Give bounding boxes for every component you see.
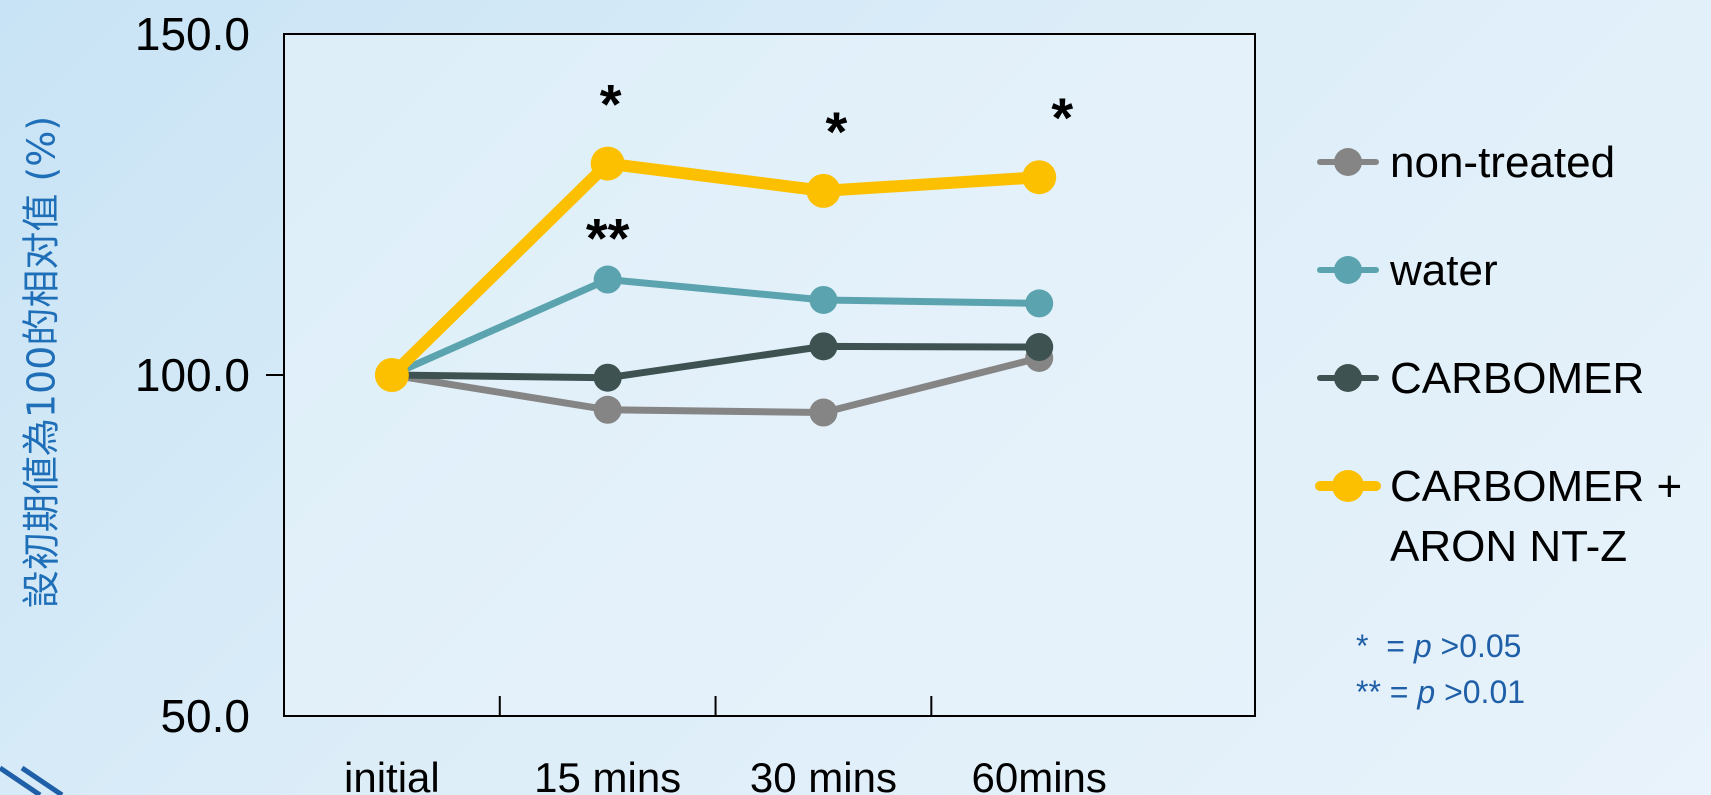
legend-item: CARBOMER + ARON NT-Z (1320, 462, 1682, 571)
legend-label: CARBOMER + (1390, 462, 1682, 511)
note-1-equals: = (1368, 628, 1413, 664)
data-point (1025, 289, 1053, 317)
data-point (1025, 333, 1053, 361)
data-point (594, 364, 622, 392)
x-tick-label: 30 mins (750, 754, 897, 795)
note-1-stars: * (1356, 628, 1368, 664)
data-point (1022, 160, 1056, 194)
legend-marker (1334, 148, 1362, 176)
legend-label: ARON NT-Z (1390, 522, 1627, 571)
legend-item: non-treated (1320, 138, 1615, 187)
legend-marker (1334, 364, 1362, 392)
data-point (375, 358, 409, 392)
significance-note-1: * = p >0.05 (1356, 628, 1521, 665)
note-2-p: p (1417, 674, 1435, 710)
significance-note-2: ** = p >0.01 (1356, 674, 1525, 711)
data-point (594, 396, 622, 424)
legend-item: CARBOMER (1320, 354, 1644, 403)
data-point (809, 286, 837, 314)
data-point (594, 266, 622, 294)
x-tick-label: 60mins (972, 754, 1107, 795)
data-point (809, 332, 837, 360)
y-tick-label: 150.0 (135, 8, 250, 60)
y-tick-label: 100.0 (135, 349, 250, 401)
significance-marker: ** (586, 207, 630, 270)
corner-decoration (0, 760, 80, 795)
legend-marker (1332, 470, 1364, 502)
note-2-threshold: >0.01 (1435, 674, 1525, 710)
data-point (591, 147, 625, 181)
legend-marker (1334, 256, 1362, 284)
significance-marker: * (600, 73, 622, 136)
x-tick-label: initial (344, 754, 440, 795)
x-tick-label: 15 mins (534, 754, 681, 795)
y-tick-label: 50.0 (160, 690, 250, 742)
legend-label: non-treated (1390, 138, 1615, 187)
note-1-threshold: >0.05 (1432, 628, 1522, 664)
significance-marker: * (1051, 86, 1073, 149)
note-2-equals: = (1381, 674, 1417, 710)
legend-item: water (1320, 246, 1498, 295)
legend-label: water (1389, 246, 1498, 295)
legend-label: CARBOMER (1390, 354, 1644, 403)
note-2-stars: ** (1356, 674, 1381, 710)
data-point (809, 399, 837, 427)
data-point (806, 174, 840, 208)
legend: non-treated water CARBOMER CARBOMER + ARON N… (1320, 138, 1682, 571)
significance-marker: * (826, 100, 848, 163)
y-axis-label: 設初期値為100的相对值 (%) (11, 116, 66, 608)
note-1-p: p (1414, 628, 1432, 664)
